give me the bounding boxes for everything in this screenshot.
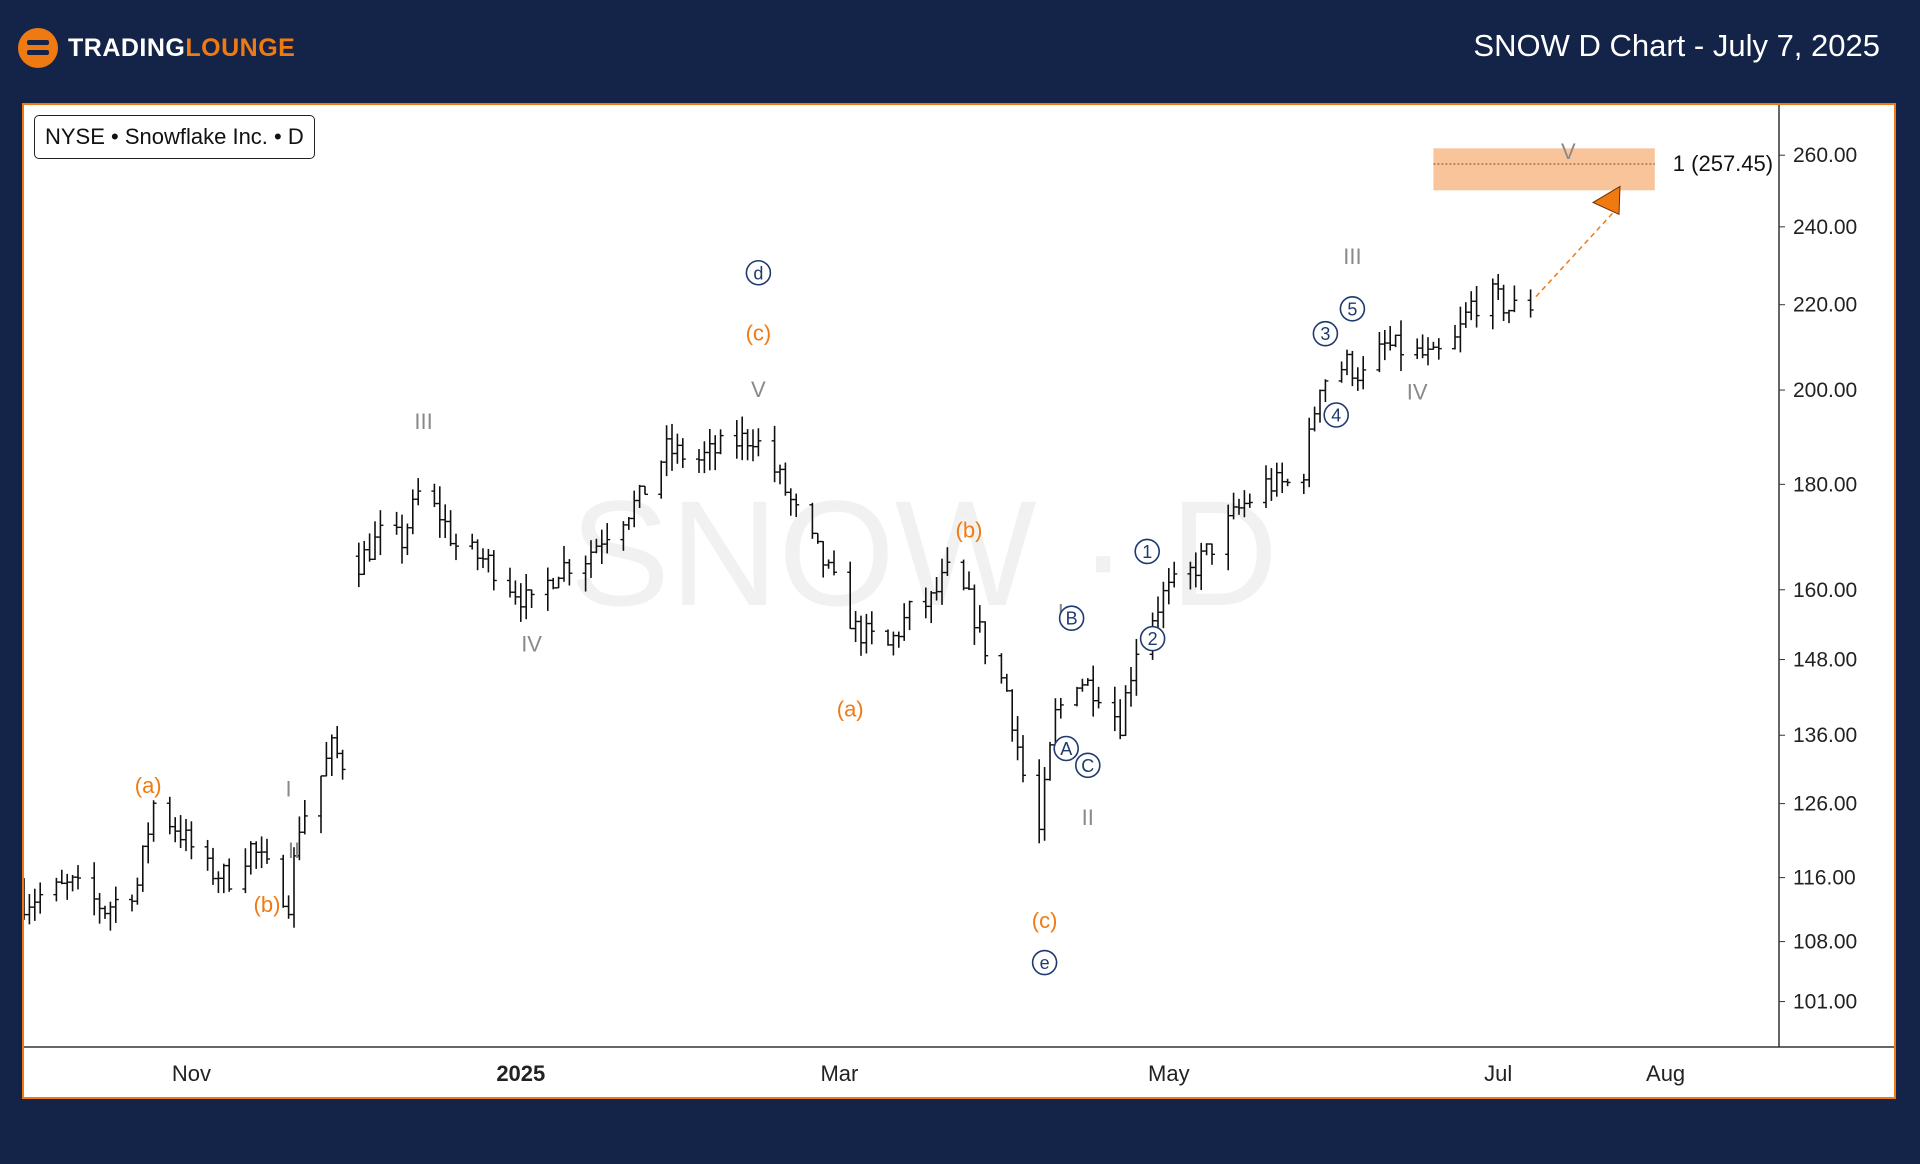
wave-label: 4 (1331, 406, 1341, 426)
wave-label: III (414, 409, 432, 434)
y-tick-label: 126.00 (1793, 793, 1857, 816)
price-chart[interactable]: SNOW · D101.00108.00116.00126.00136.0014… (24, 105, 1894, 1097)
chart-title: SNOW D Chart - July 7, 2025 (1473, 28, 1880, 63)
projection-arrow-head (1591, 185, 1621, 216)
wave-label: IV (1407, 379, 1428, 404)
y-tick-label: 136.00 (1793, 724, 1857, 747)
wave-label-circle (1323, 402, 1349, 428)
y-tick-label: 116.00 (1793, 867, 1856, 890)
wave-label-circle (1339, 296, 1366, 322)
logo-text: TRADINGLOUNGE (68, 34, 295, 63)
wave-label: III (1343, 244, 1361, 269)
y-tick-label: 200.00 (1793, 379, 1857, 402)
wave-label-circle (1134, 538, 1160, 565)
y-tick-label: 108.00 (1793, 931, 1857, 954)
header-bar: TRADINGLOUNGE SNOW D Chart - July 7, 202… (0, 0, 1920, 100)
x-tick-label: Jul (1484, 1061, 1512, 1086)
wave-label-circle (1053, 735, 1079, 762)
wave-label-circle (1312, 320, 1339, 347)
wave-label: V (1561, 139, 1576, 164)
watermark: SNOW · D (570, 469, 1278, 637)
wave-label: V (751, 377, 766, 402)
wave-label-circle (1031, 949, 1058, 976)
wave-label: e (1040, 953, 1050, 973)
x-tick-label: May (1148, 1061, 1190, 1086)
projection-arrow-line (1535, 207, 1618, 298)
wave-label: (c) (1032, 908, 1058, 933)
y-tick-label: 101.00 (1793, 991, 1857, 1014)
chart-panel: SNOW · D 101.00 108.00 116.00 126.00 136.00 14… (22, 103, 1896, 1099)
wave-label: IV (521, 632, 542, 657)
y-tick-label: 260.00 (1793, 144, 1857, 167)
wave-label: d (753, 263, 763, 283)
wave-label-circle (745, 259, 772, 286)
x-tick-label: Nov (172, 1061, 211, 1086)
wave-label-circle (1139, 625, 1166, 652)
wave-label-circle (1075, 752, 1101, 779)
x-tick-label: 2025 (496, 1061, 545, 1086)
wave-label: (b) (254, 892, 281, 917)
wave-label: (a) (837, 696, 864, 721)
tradinglounge-logo: TRADINGLOUNGE (18, 28, 295, 68)
y-tick-label: 240.00 (1793, 216, 1857, 239)
wave-label: 3 (1320, 324, 1330, 344)
wave-label: I (286, 777, 292, 802)
wave-label: A (1060, 739, 1072, 759)
symbol-label: NYSE • Snowflake Inc. • D (34, 115, 315, 159)
logo-text-lounge: LOUNGE (185, 33, 296, 62)
ohlc-bars (24, 273, 1534, 931)
wave-label: (c) (746, 321, 772, 346)
x-tick-label: Aug (1646, 1061, 1685, 1086)
wave-label: (a) (135, 773, 162, 798)
wave-label: (b) (956, 517, 983, 542)
y-tick-label: 220.00 (1793, 294, 1857, 317)
target-zone (1433, 148, 1655, 191)
wave-label-circle (1058, 605, 1085, 631)
wave-label: B (1066, 609, 1078, 629)
y-tick-label: 160.00 (1793, 579, 1857, 602)
x-tick-label: Mar (820, 1061, 858, 1086)
wave-label: 1 (1142, 542, 1152, 562)
y-tick-label: 148.00 (1793, 649, 1857, 672)
y-tick-label: 180.00 (1793, 473, 1857, 496)
logo-text-trading: TRADING (68, 33, 186, 62)
wave-label: II (1082, 805, 1094, 830)
wave-label: 5 (1347, 299, 1357, 319)
target-label: 1 (257.45) (1673, 151, 1773, 176)
wave-label: 2 (1148, 629, 1158, 649)
logo-icon (18, 28, 58, 68)
wave-label: II (288, 838, 300, 863)
wave-label: C (1081, 756, 1094, 776)
